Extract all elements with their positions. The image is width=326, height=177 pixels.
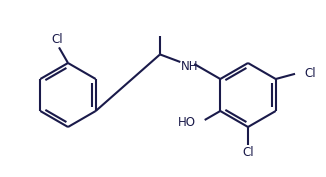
Text: HO: HO — [178, 116, 196, 129]
Text: Cl: Cl — [304, 67, 316, 80]
Text: NH: NH — [181, 61, 198, 73]
Text: Cl: Cl — [51, 33, 63, 46]
Text: Cl: Cl — [242, 145, 254, 158]
